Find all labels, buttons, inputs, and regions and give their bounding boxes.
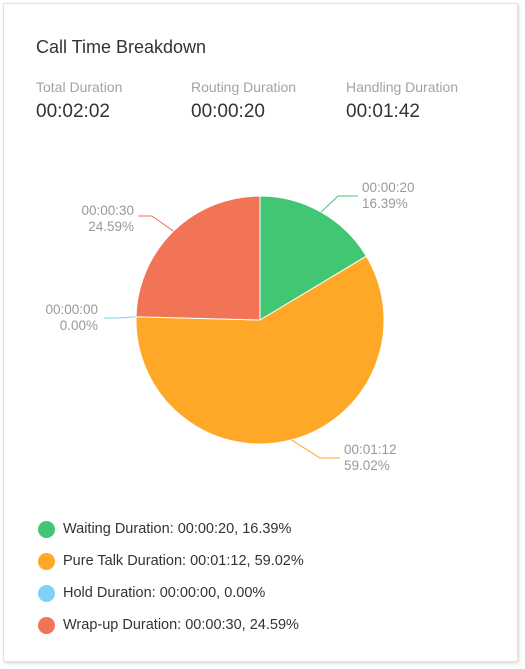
stat-total-duration: Total Duration 00:02:02 bbox=[36, 79, 122, 123]
stat-label: Total Duration bbox=[36, 79, 123, 95]
legend-item-hold[interactable]: Hold Duration: 00:00:00, 0.00% bbox=[38, 577, 304, 609]
call-time-breakdown-card: Call Time Breakdown Total Duration 00:02… bbox=[3, 3, 518, 662]
pie-slice-pure-talk[interactable] bbox=[135, 255, 385, 445]
legend-dot-hold bbox=[38, 584, 55, 602]
stat-handling-duration: Handling Duration 00:01:42 bbox=[346, 79, 458, 123]
legend-dot-waiting bbox=[38, 520, 55, 538]
stat-value: 00:00:20 bbox=[191, 101, 265, 122]
legend-label: Hold Duration: 00:00:00, 0.00% bbox=[63, 585, 266, 601]
slice-time-label-pure-talk: 00:01:12 bbox=[344, 442, 397, 457]
slice-time-label-wrap-up: 00:00:30 bbox=[81, 203, 134, 218]
pie-slice-wrap-up[interactable] bbox=[135, 195, 261, 321]
slice-time-label-waiting: 00:00:20 bbox=[362, 180, 415, 195]
label-line-waiting bbox=[320, 195, 358, 213]
legend-item-pure-talk[interactable]: Pure Talk Duration: 00:01:12, 59.02% bbox=[38, 545, 304, 577]
chart-legend: Waiting Duration: 00:00:20, 16.39% Pure … bbox=[38, 513, 304, 641]
stat-value: 00:01:42 bbox=[346, 101, 420, 122]
stat-value: 00:02:02 bbox=[36, 101, 110, 122]
legend-item-wrap-up[interactable]: Wrap-up Duration: 00:00:30, 24.59% bbox=[38, 609, 304, 641]
legend-label: Waiting Duration: 00:00:20, 16.39% bbox=[63, 521, 292, 537]
stat-label: Handling Duration bbox=[346, 79, 459, 95]
stat-routing-duration: Routing Duration 00:00:20 bbox=[191, 79, 296, 123]
pie-slice-waiting[interactable] bbox=[259, 195, 367, 321]
slice-percent-label-hold: 0.00% bbox=[60, 318, 98, 333]
label-line-pure-talk bbox=[291, 439, 340, 459]
slice-time-label-hold: 00:00:00 bbox=[45, 302, 98, 317]
legend-dot-pure-talk bbox=[38, 552, 55, 570]
slice-percent-label-wrap-up: 24.59% bbox=[88, 219, 134, 234]
legend-label: Pure Talk Duration: 00:01:12, 59.02% bbox=[63, 553, 304, 569]
slice-percent-label-pure-talk: 59.02% bbox=[344, 458, 390, 473]
label-line-hold bbox=[104, 316, 137, 319]
label-line-wrap-up bbox=[138, 215, 174, 232]
card-title: Call Time Breakdown bbox=[36, 37, 207, 57]
legend-dot-wrap-up bbox=[38, 616, 55, 634]
legend-label: Wrap-up Duration: 00:00:30, 24.59% bbox=[63, 617, 299, 633]
slice-percent-label-waiting: 16.39% bbox=[362, 196, 408, 211]
stat-label: Routing Duration bbox=[191, 79, 297, 95]
legend-item-waiting[interactable]: Waiting Duration: 00:00:20, 16.39% bbox=[38, 513, 304, 545]
